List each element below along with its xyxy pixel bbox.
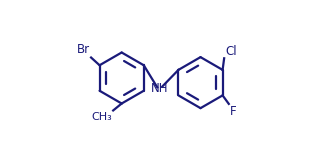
Text: NH: NH [151,82,168,95]
Text: CH₃: CH₃ [92,112,112,122]
Text: Br: Br [77,43,90,56]
Text: F: F [229,105,236,118]
Text: Cl: Cl [225,44,236,58]
